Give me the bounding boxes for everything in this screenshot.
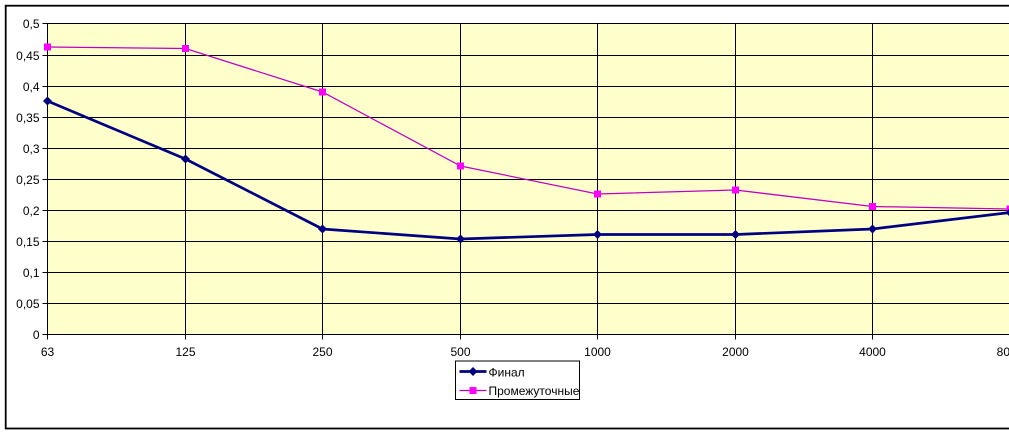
svg-text:4000: 4000	[859, 345, 886, 359]
svg-text:8000: 8000	[997, 345, 1009, 359]
svg-text:Промежуточные: Промежуточные	[489, 384, 580, 398]
svg-text:0: 0	[33, 328, 40, 342]
svg-text:0,3: 0,3	[23, 142, 40, 156]
svg-text:0,05: 0,05	[16, 297, 40, 311]
svg-text:0,45: 0,45	[16, 49, 40, 63]
svg-text:250: 250	[312, 345, 332, 359]
svg-text:0,4: 0,4	[23, 80, 40, 94]
svg-text:63: 63	[41, 345, 55, 359]
svg-text:0,35: 0,35	[16, 111, 40, 125]
svg-text:1000: 1000	[584, 345, 611, 359]
svg-text:500: 500	[450, 345, 470, 359]
svg-text:0,15: 0,15	[16, 235, 40, 249]
svg-text:2000: 2000	[722, 345, 749, 359]
svg-text:0,1: 0,1	[23, 266, 40, 280]
svg-text:0,25: 0,25	[16, 173, 40, 187]
svg-text:125: 125	[175, 345, 195, 359]
svg-text:0,2: 0,2	[23, 204, 40, 218]
svg-text:Финал: Финал	[489, 366, 525, 380]
svg-text:0,5: 0,5	[23, 17, 40, 31]
